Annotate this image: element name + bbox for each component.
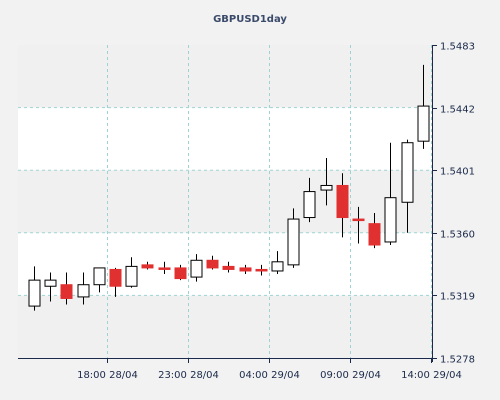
- candle: [255, 264, 268, 276]
- background-band: [18, 170, 432, 233]
- candle-body-down: [158, 267, 171, 270]
- candle-body-down: [239, 267, 252, 272]
- candle-body-down: [222, 265, 235, 270]
- candle-body-up: [417, 105, 430, 142]
- candle-body-down: [255, 268, 268, 272]
- candle-body-down: [206, 259, 219, 269]
- candle: [77, 272, 90, 305]
- y-tick-label: 1.5360: [440, 230, 475, 241]
- candle-body-up: [44, 279, 57, 287]
- candle: [44, 272, 57, 302]
- candle: [352, 206, 365, 244]
- x-tick-label: 23:00 28/04: [158, 370, 219, 381]
- candle-body-down: [174, 267, 187, 280]
- axes: [18, 45, 433, 362]
- candle: [368, 212, 381, 249]
- candle-body-up: [125, 265, 138, 287]
- candle-body-up: [93, 267, 106, 286]
- candle: [141, 261, 154, 270]
- candle-body-down: [336, 184, 349, 219]
- candle: [93, 267, 106, 293]
- candle: [109, 267, 122, 297]
- candle: [174, 264, 187, 281]
- x-tick-label: 09:00 29/04: [320, 370, 381, 381]
- background-band: [18, 45, 432, 108]
- background-bands: [18, 45, 432, 358]
- candle: [125, 257, 138, 288]
- candle-body-down: [109, 268, 122, 287]
- candle-body-up: [287, 218, 300, 266]
- candle-body-down: [141, 264, 154, 269]
- y-axis-ticks: 1.5483 1.5442 1.5401 1.5360 1.5319 1.5278: [432, 42, 475, 366]
- candle: [303, 177, 316, 223]
- candle: [336, 173, 349, 238]
- candle-body-up: [303, 191, 316, 219]
- candle-body-up: [190, 259, 203, 278]
- y-tick-label: 1.5278: [440, 355, 475, 366]
- candle: [158, 261, 171, 275]
- candle-body-down: [368, 223, 381, 246]
- candle-body-up: [28, 279, 41, 307]
- candle: [60, 272, 73, 305]
- chart-title: GBPUSD1day: [213, 14, 287, 25]
- y-tick-label: 1.5442: [440, 105, 475, 116]
- candle-body-down: [352, 218, 365, 222]
- candle: [206, 255, 219, 270]
- candle: [401, 139, 414, 233]
- candle: [320, 157, 333, 206]
- candle: [271, 251, 284, 275]
- x-axis-ticks: 18:00 28/04 23:00 28/04 04:00 29/04 09:00 2…: [77, 358, 462, 381]
- candle: [287, 208, 300, 268]
- x-tick-label: 14:00 29/04: [401, 370, 462, 381]
- candle-body-up: [320, 184, 333, 191]
- x-tick-label: 18:00 28/04: [77, 370, 138, 381]
- candle-body-up: [77, 284, 90, 298]
- y-tick-label: 1.5401: [440, 167, 475, 178]
- candle: [28, 266, 41, 311]
- candle-body-up: [384, 197, 397, 243]
- candle-body-up: [271, 261, 284, 272]
- y-tick-label: 1.5483: [440, 42, 475, 53]
- candle: [384, 142, 397, 246]
- candle-body-down: [60, 284, 73, 299]
- background-band: [18, 295, 432, 358]
- x-tick-label: 04:00 29/04: [239, 370, 300, 381]
- candle: [190, 254, 203, 282]
- y-tick-label: 1.5319: [440, 292, 475, 303]
- candle: [222, 261, 235, 273]
- candle: [239, 264, 252, 275]
- candle-body-up: [401, 142, 414, 203]
- candle: [417, 64, 430, 149]
- grid-lines: [18, 45, 432, 358]
- candles: [28, 64, 430, 311]
